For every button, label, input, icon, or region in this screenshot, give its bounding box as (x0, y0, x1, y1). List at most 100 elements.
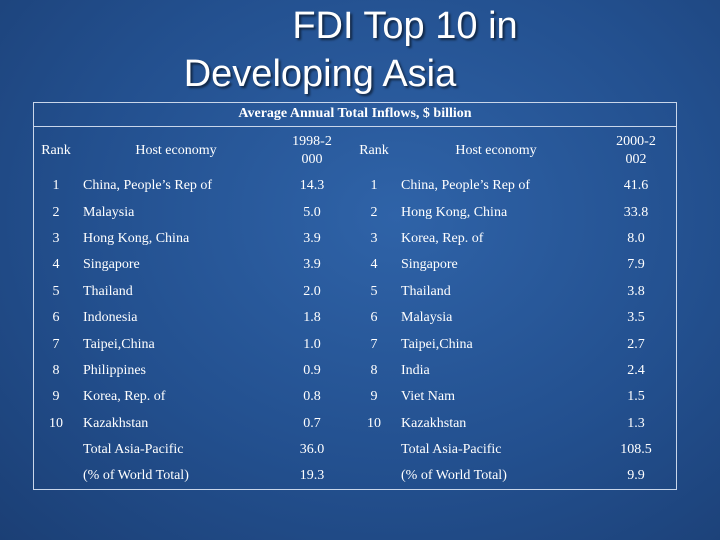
rank-right-cell: 6 (370, 310, 378, 326)
value-left-cell: 0.7 (303, 415, 321, 431)
header-economy-right: Host economy (455, 143, 537, 158)
economy-left-cell: Korea, Rep. of (83, 389, 166, 405)
table-row: 1 China, People’s Rep of 14.3 1 China, Peopl… (33, 173, 677, 199)
header-economy-left: Host economy (135, 143, 217, 158)
table-row: 7 Taipei,China 1.0 7 Taipei,China 2.7 (33, 331, 677, 357)
table-header-row: Rank Host economy 1998-2000 Rank Host ec… (33, 129, 677, 173)
value-right-cell: 3.8 (627, 283, 645, 299)
value-right-cell: 3.5 (627, 310, 645, 326)
rank-left-cell: 5 (52, 283, 60, 299)
rank-right-cell: 10 (367, 415, 381, 431)
rank-right-cell: 1 (370, 178, 378, 194)
rank-left-cell: 6 (52, 310, 60, 326)
total-rank-right-cell (351, 437, 397, 463)
economy-right-cell: Singapore (401, 257, 458, 273)
table-row: 4 Singapore 3.9 4 Singapore 7.9 (33, 252, 677, 278)
total-row: Total Asia-Pacific 36.0 Total Asia-Pacific… (33, 437, 677, 463)
total-label-left-cell: (% of World Total) (83, 468, 189, 484)
fdi-table: Rank Host economy 1998-2000 Rank Host ec… (33, 129, 677, 490)
value-left-cell: 3.9 (303, 257, 321, 273)
total-rank-left-cell (33, 463, 79, 489)
table-row: 2 Malaysia 5.0 2 Hong Kong, China 33.8 (33, 199, 677, 225)
value-right-cell: 7.9 (627, 257, 645, 273)
header-period-left: 1998-2000 (273, 129, 351, 173)
value-right-cell: 2.4 (627, 362, 645, 378)
rank-left-cell: 8 (52, 362, 60, 378)
total-value-left-cell: 36.0 (299, 442, 325, 458)
economy-left-cell: Philippines (83, 362, 147, 378)
value-left-cell: 0.8 (303, 389, 321, 405)
economy-left-cell: Taipei,China (83, 336, 155, 352)
table-frame (33, 102, 677, 490)
rank-left-cell: 9 (52, 389, 60, 405)
total-rank-left-cell (33, 437, 79, 463)
economy-left-cell: Thailand (83, 283, 133, 299)
economy-left-cell: Kazakhstan (83, 415, 149, 431)
economy-left-cell: Singapore (83, 257, 140, 273)
value-left-cell: 1.0 (303, 336, 321, 352)
economy-right-cell: India (401, 362, 430, 378)
header-rank-right: Rank (359, 143, 389, 158)
table-row: 9 Korea, Rep. of 0.8 9 Viet Nam 1.5 (33, 384, 677, 410)
slide-title: FDI Top 10 in Developing Asia (0, 2, 720, 98)
total-label-left-cell: Total Asia-Pacific (83, 442, 184, 458)
value-left-cell: 14.3 (299, 178, 325, 194)
economy-left-cell: Hong Kong, China (83, 230, 190, 246)
header-period-right-text: 2000-2002 (616, 134, 656, 167)
rank-left-cell: 2 (52, 204, 60, 220)
total-label-right-cell: (% of World Total) (401, 468, 507, 484)
slide-title-line2: Developing Asia (183, 53, 457, 95)
rank-right-cell: 9 (370, 389, 378, 405)
rank-left-cell: 3 (52, 230, 60, 246)
rank-left-cell: 7 (52, 336, 60, 352)
value-right-cell: 41.6 (623, 178, 649, 194)
table-row: 5 Thailand 2.0 5 Thailand 3.8 (33, 279, 677, 305)
rank-right-cell: 7 (370, 336, 378, 352)
economy-right-cell: Hong Kong, China (401, 204, 508, 220)
total-label-right-cell: Total Asia-Pacific (401, 442, 502, 458)
economy-right-cell: Taipei,China (401, 336, 473, 352)
total-value-left-cell: 19.3 (299, 468, 325, 484)
slide-title-line1: FDI Top 10 in (292, 5, 518, 47)
economy-right-cell: Malaysia (401, 310, 453, 326)
caption-divider (33, 126, 677, 127)
table-caption: Average Annual Total Inflows, $ billion (238, 106, 472, 121)
rank-right-cell: 2 (370, 204, 378, 220)
rank-right-cell: 3 (370, 230, 378, 246)
total-rank-right-cell (351, 463, 397, 489)
rank-right-cell: 4 (370, 257, 378, 273)
rank-right-cell: 5 (370, 283, 378, 299)
header-period-left-text: 1998-2000 (292, 134, 332, 167)
rank-left-cell: 10 (49, 415, 63, 431)
economy-right-cell: Kazakhstan (401, 415, 467, 431)
header-rank-left: Rank (41, 143, 71, 158)
economy-left-cell: Malaysia (83, 204, 135, 220)
value-right-cell: 33.8 (623, 204, 649, 220)
table-body: 1 China, People’s Rep of 14.3 1 China, Peopl… (33, 173, 677, 490)
value-left-cell: 0.9 (303, 362, 321, 378)
economy-right-cell: China, People’s Rep of (401, 178, 531, 194)
value-right-cell: 1.3 (627, 415, 645, 431)
value-right-cell: 2.7 (627, 336, 645, 352)
value-left-cell: 5.0 (303, 204, 321, 220)
economy-left-cell: Indonesia (83, 310, 138, 326)
table-row: 3 Hong Kong, China 3.9 3 Korea, Rep. of 8.0 (33, 226, 677, 252)
economy-right-cell: Viet Nam (401, 389, 455, 405)
value-right-cell: 1.5 (627, 389, 645, 405)
rank-left-cell: 1 (52, 178, 60, 194)
table-row: 6 Indonesia 1.8 6 Malaysia 3.5 (33, 305, 677, 331)
table-row: 8 Philippines 0.9 8 India 2.4 (33, 358, 677, 384)
value-left-cell: 3.9 (303, 230, 321, 246)
total-value-right-cell: 9.9 (627, 468, 645, 484)
economy-right-cell: Korea, Rep. of (401, 230, 484, 246)
value-right-cell: 8.0 (627, 230, 645, 246)
economy-right-cell: Thailand (401, 283, 451, 299)
rank-left-cell: 4 (52, 257, 60, 273)
value-left-cell: 1.8 (303, 310, 321, 326)
total-row: (% of World Total) 19.3 (% of World Total)… (33, 463, 677, 489)
economy-left-cell: China, People’s Rep of (83, 178, 213, 194)
table-row: 10 Kazakhstan 0.7 10 Kazakhstan 1.3 (33, 411, 677, 437)
total-value-right-cell: 108.5 (620, 442, 652, 458)
rank-right-cell: 8 (370, 362, 378, 378)
header-period-right: 2000-2002 (595, 129, 677, 173)
